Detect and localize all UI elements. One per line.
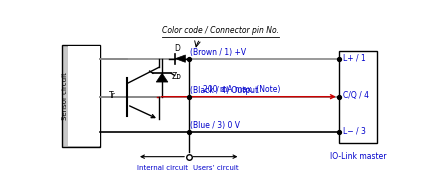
Text: L− / 3: L− / 3 [343,127,366,135]
Text: 200 mA max. (Note): 200 mA max. (Note) [203,85,281,94]
Bar [68,46,101,146]
Text: Tr: Tr [109,91,115,100]
Polygon shape [175,55,185,62]
Text: Internal circuit: Internal circuit [137,165,187,171]
Text: Users’ circuit: Users’ circuit [193,165,238,171]
Text: (Black / 4) Output: (Black / 4) Output [190,86,258,95]
Text: Zᴅ: Zᴅ [172,72,182,81]
Text: C/Q / 4: C/Q / 4 [343,91,369,101]
Text: IO-Link master: IO-Link master [329,152,386,161]
Text: (Brown / 1) +V: (Brown / 1) +V [190,48,246,57]
Text: (Blue / 3) 0 V: (Blue / 3) 0 V [190,121,240,130]
Text: Sensor circuit: Sensor circuit [62,72,68,120]
Text: Color code / Connector pin No.: Color code / Connector pin No. [162,26,279,36]
Bar [62,45,101,147]
Text: L+ / 1: L+ / 1 [343,53,366,62]
Text: D: D [174,44,180,53]
Bar [339,51,377,143]
Polygon shape [156,73,168,82]
